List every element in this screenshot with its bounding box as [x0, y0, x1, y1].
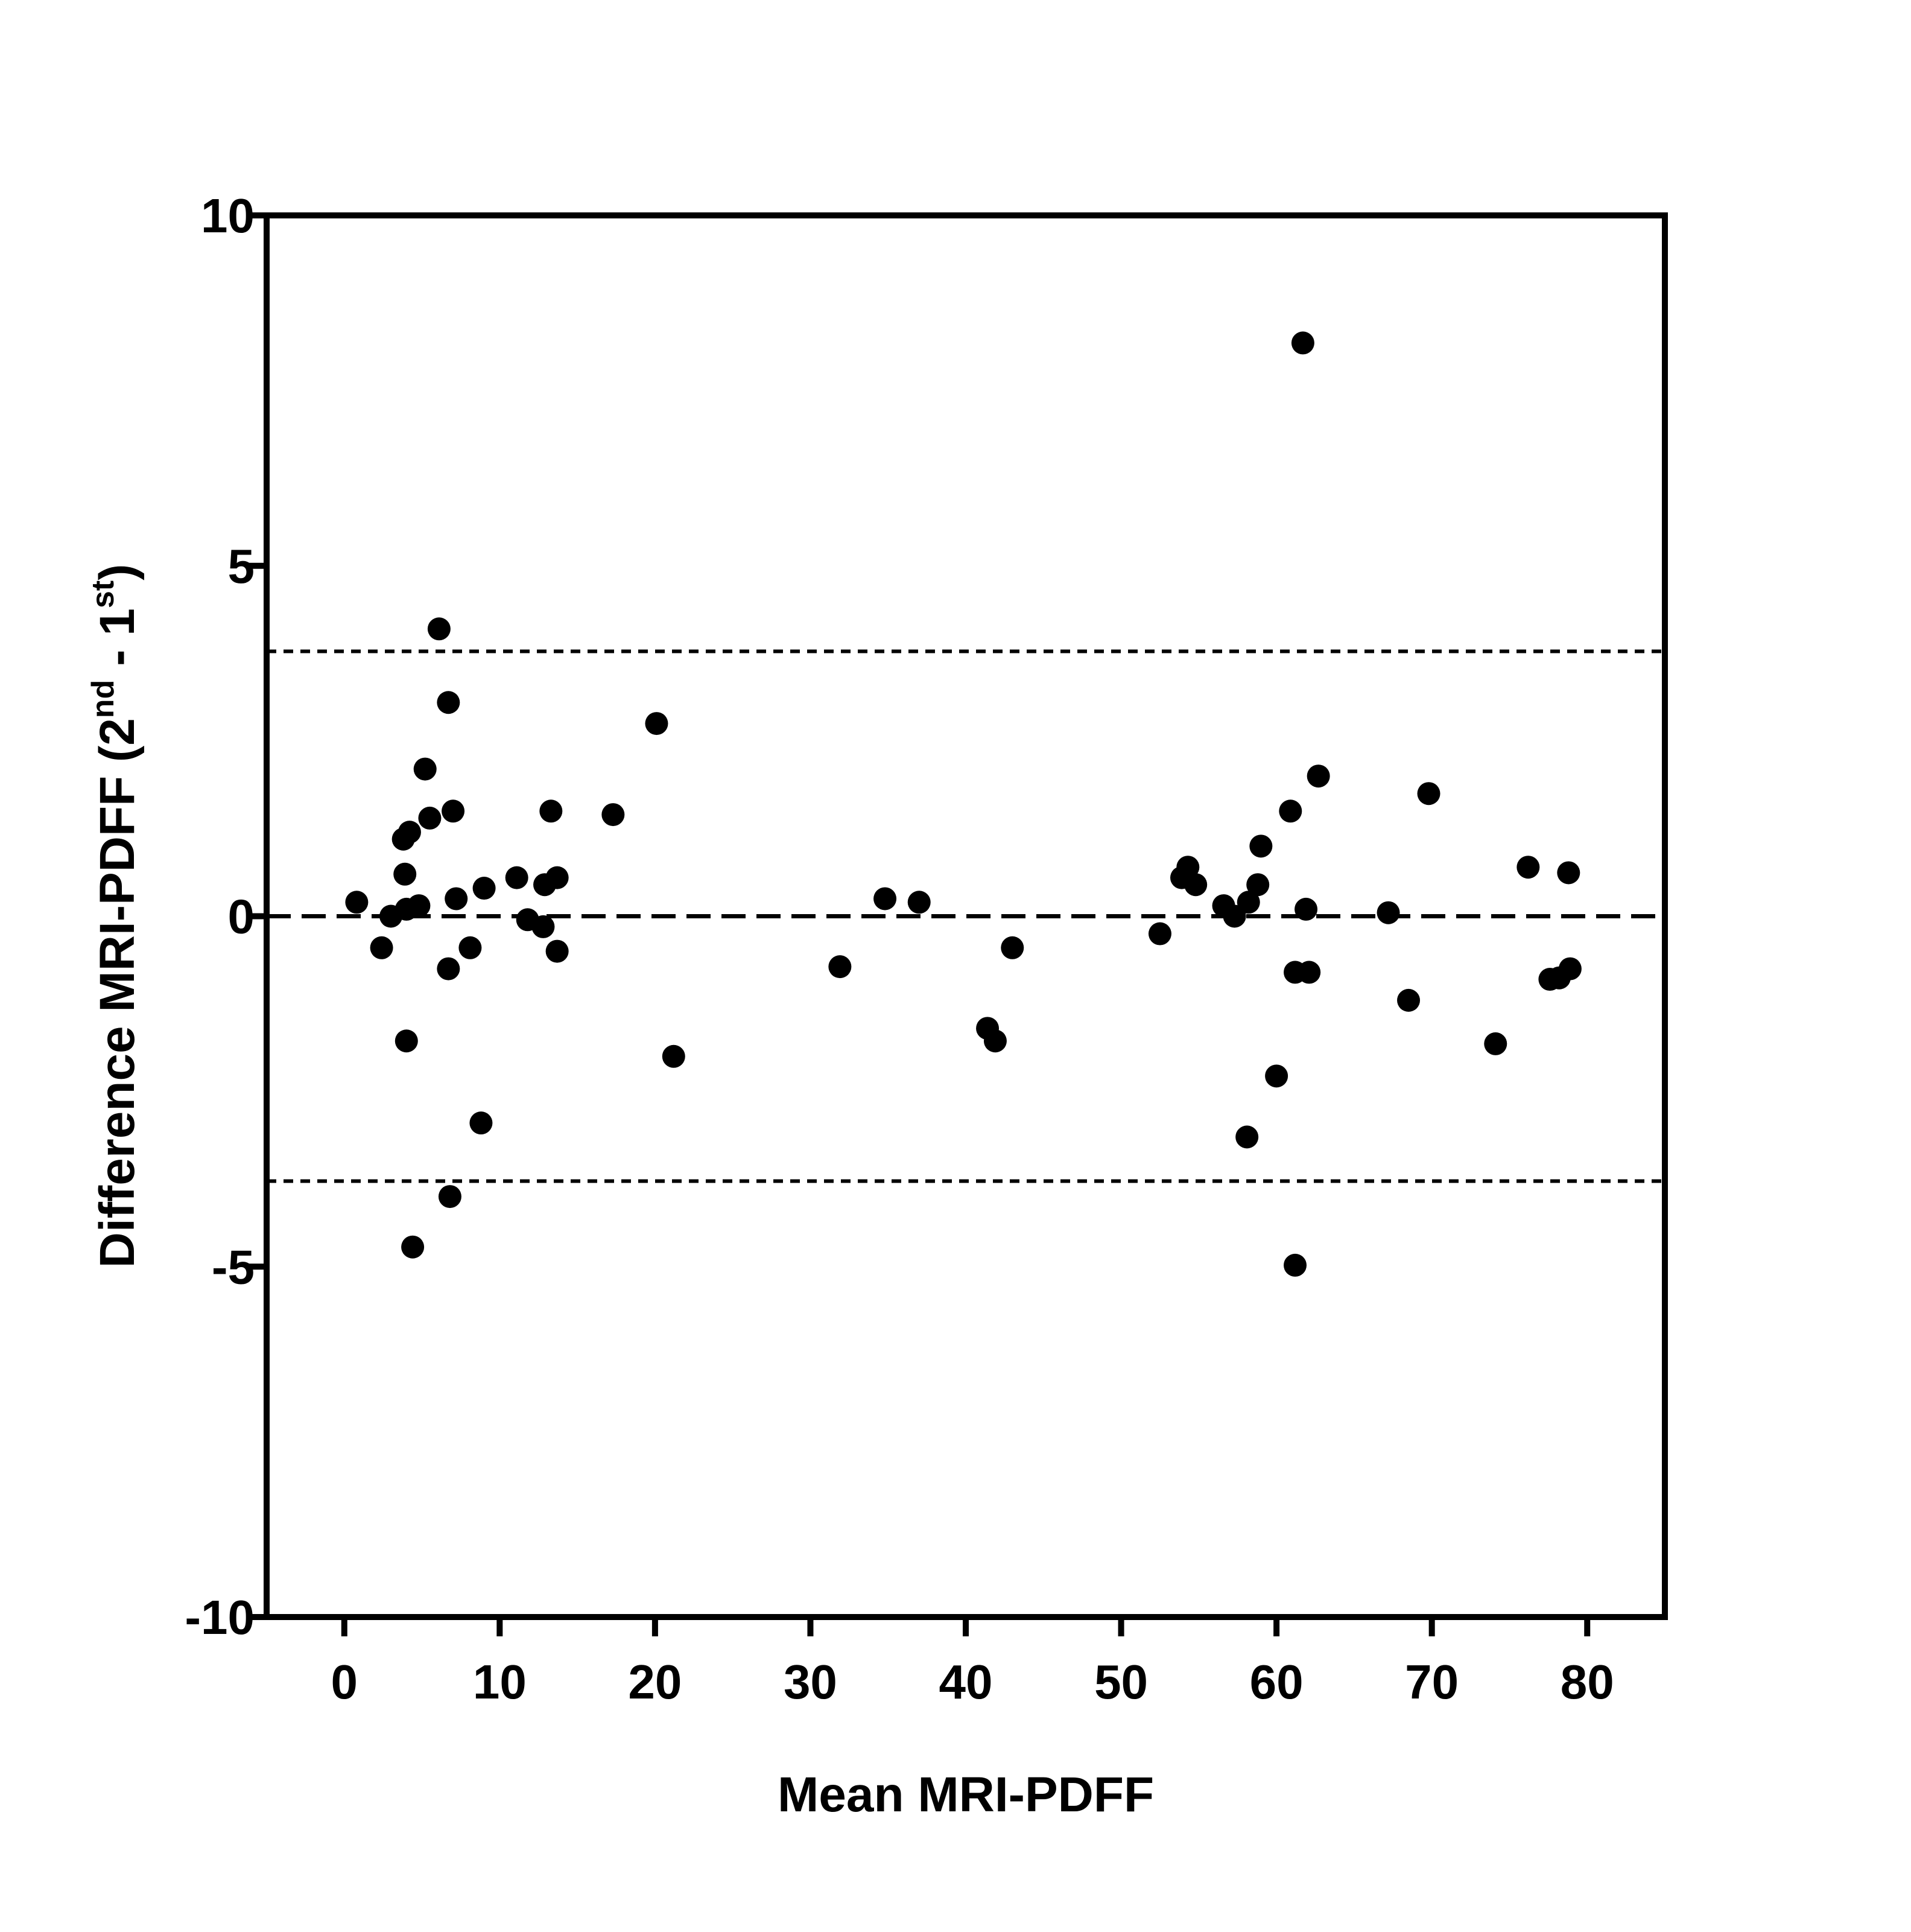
y-tick-label: -5 — [212, 1240, 255, 1294]
data-point — [1484, 1032, 1507, 1055]
data-point — [1557, 861, 1580, 885]
x-tick-label: 50 — [1094, 1655, 1148, 1709]
y-tick-label: -10 — [185, 1590, 255, 1644]
data-point — [427, 617, 451, 641]
data-point — [983, 1029, 1007, 1053]
data-point — [393, 862, 417, 886]
data-point — [1284, 1253, 1307, 1277]
data-point — [1279, 799, 1302, 823]
data-point — [395, 1029, 418, 1053]
x-tick-label: 10 — [473, 1655, 527, 1709]
data-point — [1295, 897, 1318, 921]
data-point — [907, 891, 931, 914]
data-point — [1001, 936, 1024, 959]
data-point — [545, 939, 569, 963]
data-point — [437, 957, 460, 980]
data-point — [445, 887, 468, 910]
data-points — [345, 331, 1582, 1277]
data-point — [398, 821, 421, 844]
y-tick-label: 10 — [201, 189, 255, 243]
data-point — [370, 936, 393, 959]
data-point — [601, 803, 625, 827]
data-point — [437, 691, 460, 714]
data-point — [1291, 331, 1314, 355]
data-point — [472, 877, 496, 900]
reference-lines — [267, 649, 1665, 1183]
y-tick-label: 5 — [228, 539, 255, 593]
x-tick-label: 60 — [1250, 1655, 1304, 1709]
data-point — [1237, 891, 1260, 914]
data-point — [469, 1111, 493, 1135]
data-point — [458, 936, 482, 959]
data-point — [1148, 922, 1171, 945]
data-point — [1516, 856, 1540, 879]
data-point — [1558, 957, 1582, 980]
y-axis-ticks: 10 5 0 -5 -10 — [185, 189, 267, 1644]
data-point — [438, 1185, 461, 1209]
data-point — [1235, 1125, 1259, 1149]
data-point — [1307, 764, 1330, 788]
data-point — [531, 915, 555, 938]
data-point — [407, 894, 431, 918]
data-point — [662, 1044, 685, 1068]
data-point — [1417, 782, 1440, 806]
y-axis-title: Difference MRI-PDFF (2nd - 1st) — [86, 564, 145, 1268]
data-point — [401, 1235, 425, 1259]
data-point — [1249, 834, 1273, 858]
x-tick-label: 70 — [1405, 1655, 1459, 1709]
x-tick-label: 30 — [784, 1655, 837, 1709]
data-point — [545, 866, 569, 889]
data-point — [1176, 856, 1200, 879]
x-tick-label: 0 — [331, 1655, 358, 1709]
x-axis-ticks: 0 10 20 30 40 50 60 70 80 — [331, 1617, 1614, 1709]
x-axis-title: Mean MRI-PDFF — [778, 1767, 1154, 1822]
data-point — [505, 866, 528, 889]
x-tick-label: 20 — [628, 1655, 682, 1709]
data-point — [1184, 873, 1208, 897]
data-point — [645, 712, 668, 736]
data-point — [1246, 873, 1270, 897]
x-tick-label: 80 — [1561, 1655, 1614, 1709]
data-point — [345, 891, 369, 914]
data-point — [828, 955, 852, 979]
data-point — [413, 757, 437, 781]
data-point — [539, 799, 563, 823]
data-point — [1223, 904, 1246, 928]
plot-frame — [264, 212, 1668, 1620]
data-point — [1377, 901, 1400, 924]
data-point — [1265, 1064, 1288, 1088]
data-point — [1397, 988, 1421, 1012]
data-point — [442, 799, 465, 823]
data-point — [418, 806, 442, 830]
x-tick-label: 40 — [939, 1655, 993, 1709]
y-tick-label: 0 — [228, 890, 255, 944]
data-point — [1298, 961, 1321, 984]
data-point — [873, 887, 897, 910]
